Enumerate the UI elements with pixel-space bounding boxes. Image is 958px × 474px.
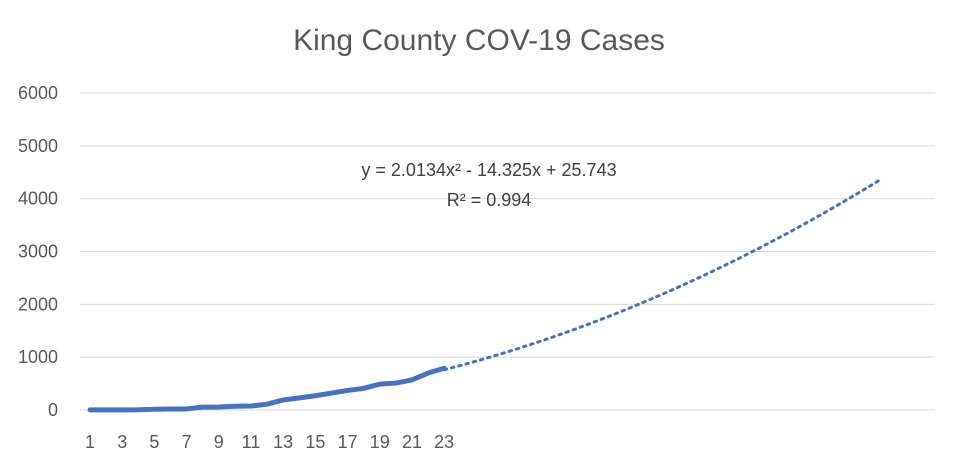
x-tick-label: 7 <box>182 432 192 452</box>
trendline-equation: y = 2.0134x² - 14.325x + 25.743 <box>361 160 616 180</box>
gridlines <box>80 92 935 411</box>
series-line <box>87 365 447 413</box>
x-tick-label: 21 <box>402 432 422 452</box>
y-tick-label: 5000 <box>18 136 58 156</box>
y-tick-label: 3000 <box>18 242 58 262</box>
chart-title: King County COV-19 Cases <box>293 24 665 57</box>
y-tick-label: 6000 <box>18 83 58 103</box>
x-tick-label: 9 <box>214 432 224 452</box>
series-layer <box>87 365 447 413</box>
x-axis-ticks: 1 3 5 7 9 11 13 15 17 19 21 23 <box>85 432 454 452</box>
trendline-r-squared: R² = 0.994 <box>447 190 532 210</box>
x-tick-label: 17 <box>338 432 358 452</box>
y-tick-label: 1000 <box>18 347 58 367</box>
x-tick-label: 5 <box>149 432 159 452</box>
y-tick-label: 0 <box>48 400 58 420</box>
x-tick-label: 11 <box>242 432 261 452</box>
x-tick-label: 19 <box>370 432 390 452</box>
x-tick-label: 13 <box>273 432 293 452</box>
x-tick-label: 23 <box>434 432 454 452</box>
trendline <box>442 179 881 372</box>
y-tick-label: 2000 <box>18 294 58 314</box>
trendline-layer <box>442 179 881 372</box>
x-tick-label: 15 <box>305 432 325 452</box>
y-tick-label: 4000 <box>18 189 58 209</box>
x-tick-label: 1 <box>85 432 95 452</box>
y-axis-ticks: 0 1000 2000 3000 4000 5000 6000 <box>18 83 58 420</box>
x-tick-label: 3 <box>117 432 127 452</box>
